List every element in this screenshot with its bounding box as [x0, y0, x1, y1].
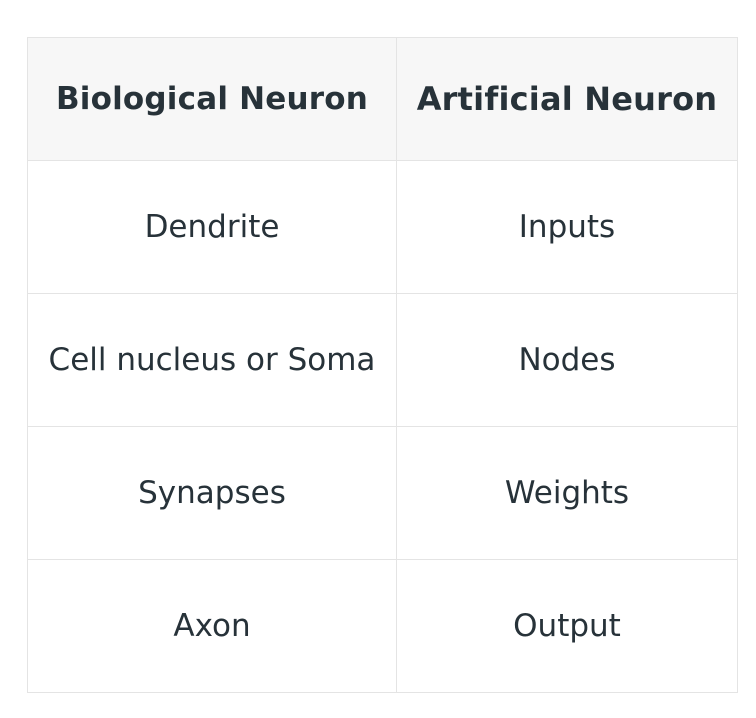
table-row: Dendrite Inputs — [27, 160, 738, 294]
table-cell: Weights — [396, 426, 738, 560]
table-cell: Output — [396, 559, 738, 693]
table-header-row: Biological Neuron Artificial Neuron — [27, 37, 738, 161]
table-row: Synapses Weights — [27, 426, 738, 560]
table-row: Cell nucleus or Soma Nodes — [27, 293, 738, 427]
table-cell: Inputs — [396, 160, 738, 294]
table-cell: Axon — [27, 559, 397, 693]
header-artificial-neuron: Artificial Neuron — [396, 37, 738, 161]
neuron-comparison-table: Biological Neuron Artificial Neuron Dend… — [27, 37, 738, 693]
table-cell: Synapses — [27, 426, 397, 560]
table-cell: Dendrite — [27, 160, 397, 294]
table-cell: Cell nucleus or Soma — [27, 293, 397, 427]
table-row: Axon Output — [27, 559, 738, 693]
table-cell: Nodes — [396, 293, 738, 427]
header-biological-neuron: Biological Neuron — [27, 37, 397, 161]
